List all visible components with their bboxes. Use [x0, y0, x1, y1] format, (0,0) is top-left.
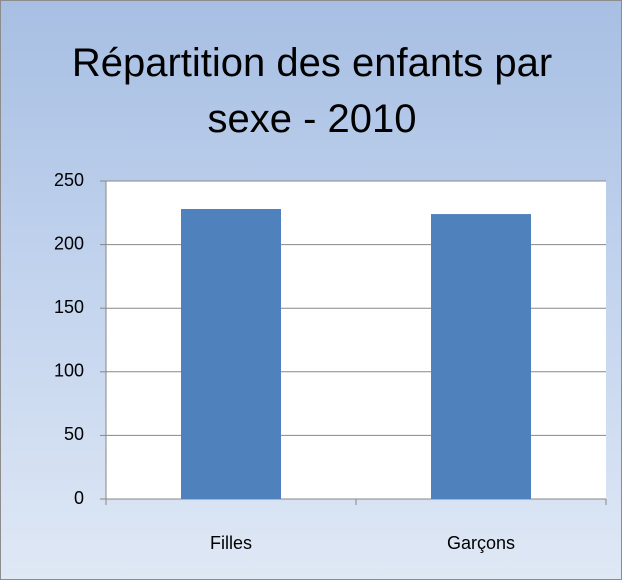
x-tick-label: Filles: [210, 533, 252, 553]
bar: [181, 208, 281, 499]
y-tick-label: 50: [64, 424, 84, 444]
y-tick-label: 200: [54, 233, 84, 253]
bar: [431, 214, 531, 499]
chart-title: Répartition des enfants par sexe - 2010: [71, 41, 553, 141]
y-tick-label: 0: [74, 488, 84, 508]
y-tick-label: 150: [54, 297, 84, 317]
y-tick-label: 100: [54, 361, 84, 381]
x-tick-label: Garçons: [447, 533, 515, 553]
y-tick-label: 250: [54, 170, 84, 190]
